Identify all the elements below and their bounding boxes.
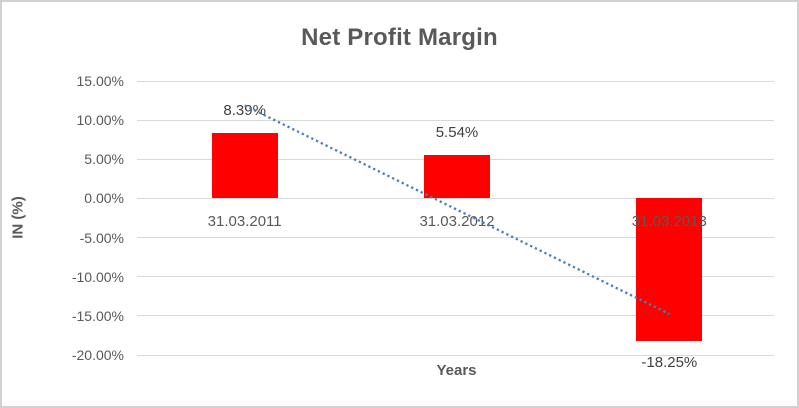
gridline xyxy=(137,315,774,317)
y-axis-tick-label: 5.00% xyxy=(84,151,124,168)
bar-31.03.2012 xyxy=(424,155,490,199)
data-label: -18.25% xyxy=(641,354,698,372)
y-axis-title: IN (%) xyxy=(9,196,27,239)
y-axis-tick-label: -5.00% xyxy=(79,229,124,246)
gridline xyxy=(137,119,774,121)
gridline xyxy=(137,80,774,82)
bar-31.03.2011 xyxy=(211,132,278,199)
y-axis-tick-label: 0.00% xyxy=(84,190,124,207)
y-axis-tick-label: -20.00% xyxy=(71,347,124,363)
category-label: 31.03.2013 xyxy=(631,213,707,231)
data-label: 8.39% xyxy=(223,101,266,119)
x-axis-title: Years xyxy=(436,362,477,379)
category-label: 31.03.2012 xyxy=(419,213,495,231)
y-axis-tick-label: 10.00% xyxy=(76,112,124,129)
category-label: 31.03.2011 xyxy=(207,213,282,231)
gridline xyxy=(137,354,774,356)
y-axis-tick-label: -10.00% xyxy=(71,268,124,285)
y-axis-tick-label: -15.00% xyxy=(71,307,124,324)
y-axis-tick-label: 15.00% xyxy=(76,73,124,89)
data-label: 5.54% xyxy=(435,124,479,142)
chart-title: Net Profit Margin xyxy=(301,24,498,51)
